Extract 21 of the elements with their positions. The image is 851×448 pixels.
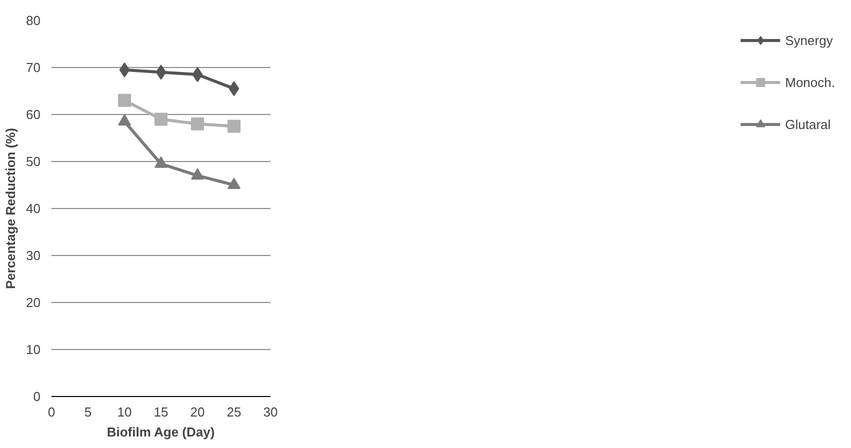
y-axis-title: Percentage Reduction (%) [3,128,18,290]
x-tick-label: 5 [84,404,92,420]
y-tick-label: 30 [26,248,41,263]
legend-label: Monoch. [785,74,835,90]
y-tick-label: 20 [26,295,41,310]
y-tick-label: 50 [26,154,41,169]
y-tick-label: 0 [33,389,41,404]
x-tick-label: 30 [263,404,278,420]
x-axis-title: Biofilm Age (Day) [106,424,215,440]
y-tick-label: 40 [26,201,41,216]
legend-label: Synergy [785,32,833,48]
legend-label: Glutaral [785,116,831,132]
x-tick-label: 25 [226,404,242,420]
y-tick-label: 70 [26,60,41,75]
x-tick-label: 15 [154,404,168,420]
x-tick-label: 0 [48,404,56,420]
y-tick-label: 80 [26,13,41,28]
x-tick-label: 20 [190,404,205,420]
y-tick-label: 60 [26,107,41,122]
y-tick-label: 10 [26,342,41,357]
x-tick-label: 10 [117,404,132,420]
